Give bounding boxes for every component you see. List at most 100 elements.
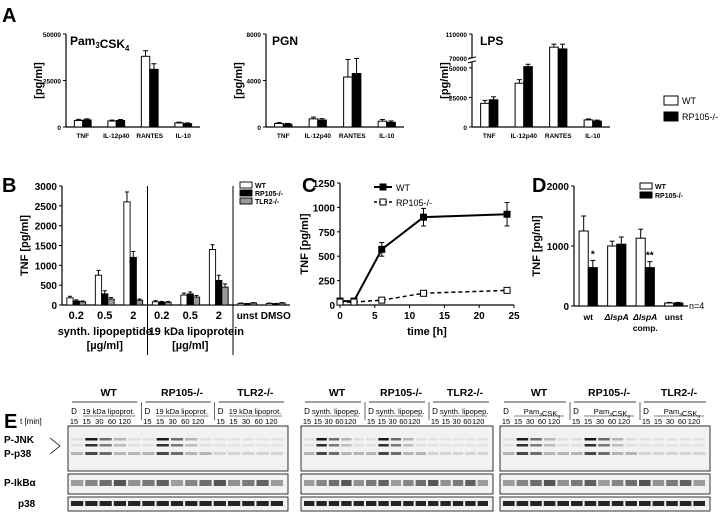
band-pp38 [242,452,255,455]
y-axis-label: [pg/ml] [33,62,45,99]
blot-box [67,425,289,472]
band-pp38 [353,452,364,455]
band-pjnk [403,444,414,447]
band-pikba [403,480,414,486]
title-part: Pam [664,407,679,416]
band-pjnk [571,444,583,447]
time-tick: 60 [254,417,262,426]
legend-marker-ko [379,198,387,206]
n-label: n=4 [689,301,704,311]
bar-wt [94,274,103,306]
band-pjnk [625,444,637,447]
time-tick: 15 [367,417,375,426]
bar-rp105-/- [129,256,137,306]
legend-marker-wt [379,183,387,191]
y-tick-label: 750 [318,228,335,239]
band-pjnk [452,444,464,447]
time-tick: 15 [654,417,662,426]
band-pikba [440,480,451,486]
row-label-pikba: P-IkBα [4,478,37,489]
band-pjnk [530,444,542,447]
band-p38 [142,501,155,506]
band-p38 [99,501,112,506]
band-pjnk [598,438,610,441]
band-pikba [571,480,583,486]
band-pp38 [625,452,637,455]
band-pikba [304,480,315,486]
band-p38 [71,501,84,506]
band-pikba [366,480,377,486]
band-pp38 [639,452,651,455]
bar-wt [343,76,353,128]
lane-d-label: D [304,407,310,416]
band-pjnk [328,444,340,447]
band-pp38 [316,452,327,455]
band-pikba [639,480,651,486]
bar-wt [607,245,618,307]
significance-mark: ** [646,251,654,262]
title-subscript: 3 [609,412,612,418]
y-tick-label: 0 [329,301,335,312]
band-p38 [113,501,127,506]
band-p38 [611,501,624,506]
band-pjnk [270,444,283,447]
title-part: CSK [612,409,627,418]
band-pjnk [584,444,597,447]
lane-d-label: D [643,407,649,416]
title-subscript: 4 [697,414,700,420]
x-tick-label: RANTES [545,133,572,140]
band-pikba [415,480,426,486]
x-tick-label: IL-12p40 [511,133,538,140]
bar-rp105-/- [592,120,602,128]
band-pp38 [99,452,112,455]
blot-box [300,425,494,472]
band-pjnk [465,438,476,441]
bar-rp105-/- [186,293,194,306]
band-pjnk [639,444,651,447]
band-pp38 [571,452,583,455]
x-tick-label: 0.2 [69,310,84,322]
bar-rp105-/- [158,301,166,306]
x-tick-label: 0.2 [154,310,169,322]
bar-wt [237,302,245,306]
band-pp38 [666,452,678,455]
band-pikba [256,480,269,486]
band-pjnk [71,438,84,441]
time-tick: 60 [608,417,616,426]
time-tick: 15 [502,417,510,426]
band-pjnk [440,444,451,447]
band-pjnk [584,438,597,441]
time-tick: 120 [118,417,131,426]
group-header: RP105-/- [161,387,204,399]
bar-wt [578,230,589,307]
band-pjnk [170,438,184,441]
time-tick: 120 [265,417,278,426]
band-pjnk [156,438,169,441]
band-pp38 [428,452,439,455]
band-p38 [366,501,377,506]
bar-wt [208,249,217,306]
series-line-wt [340,213,508,303]
band-p38 [639,501,651,506]
band-pp38 [390,452,402,455]
x-tick-label: 15 [439,311,451,322]
band-pjnk [693,438,705,441]
time-tick: 120 [548,417,561,426]
bar-rp105-/- [243,303,251,306]
y-tick-label: 110000 [446,32,468,39]
stimulus-label: Pam3CSK4 [594,407,631,420]
bar-rp105-/- [351,73,362,128]
band-pp38 [652,452,665,455]
band-pjnk [99,444,112,447]
bar-rp105-/- [101,293,109,306]
band-pjnk [652,438,665,441]
bar-rp105-/- [82,119,92,128]
row-label-p38: p38 [18,499,36,510]
bar-wt [480,102,490,128]
y-axis-label: TNF [pg/ml] [299,213,311,274]
x-tick-label: 2 [216,310,222,322]
band-pp38 [584,452,597,455]
band-p38 [477,501,488,506]
legend-label: WT [655,184,667,191]
band-p38 [428,501,439,506]
